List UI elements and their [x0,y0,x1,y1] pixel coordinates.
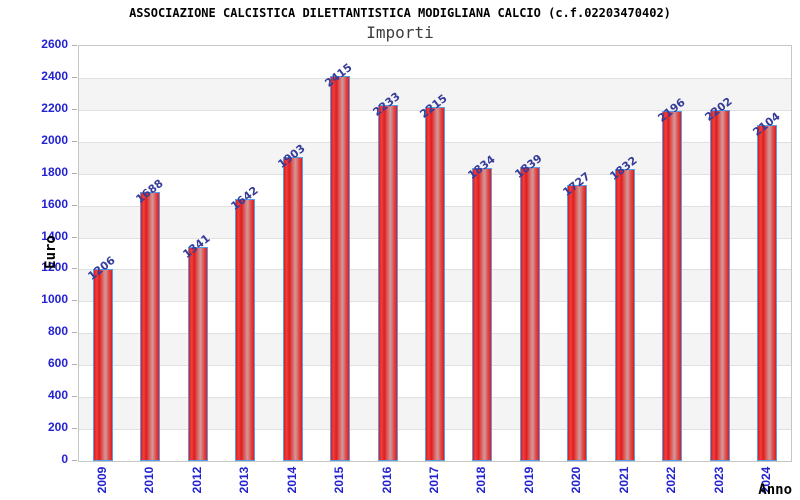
bar-2018 [472,168,493,461]
y-tick-label: 1800 [41,164,68,179]
bar-2019 [519,167,540,461]
bar-2024 [757,125,778,461]
x-tick-label: 2020 [569,466,584,494]
bar-2012 [187,246,208,461]
bar-2013 [235,198,256,461]
x-tick-label: 2018 [474,466,489,494]
y-tick-mark [72,396,77,398]
x-tick-label: 2014 [284,466,299,494]
y-tick-label: 1000 [41,292,68,307]
y-tick-label: 1200 [41,260,68,275]
x-tick-label: 2017 [427,466,441,494]
x-tick-label: 2012 [189,466,204,494]
bar-2021 [614,168,635,461]
bar-2014 [282,157,303,461]
y-tick-label: 1600 [41,196,68,211]
x-tick-label: 2016 [379,466,394,494]
gridline [79,77,791,79]
y-tick-mark [72,172,77,174]
x-tick-label: 2013 [237,466,252,494]
y-tick-mark [72,268,77,270]
y-tick-label: 2400 [41,68,68,83]
plot-band [79,46,791,78]
y-tick-mark [72,300,77,302]
y-tick-label: 200 [47,420,68,435]
y-tick-label: 1400 [41,228,68,243]
plot-band [79,77,791,110]
bar-2023 [709,109,730,461]
x-tick-label: 2015 [332,466,347,494]
y-tick-label: 0 [61,452,68,466]
x-tick-label: 2010 [142,466,157,494]
bar-2017 [425,107,445,461]
y-tick-label: 2000 [41,132,68,147]
x-axis-title: Anno [758,482,792,498]
y-tick-mark [72,236,77,238]
x-tick-label: 2019 [521,466,536,494]
y-tick-mark [72,364,77,366]
y-tick-mark [72,108,77,110]
y-tick-mark [72,460,77,461]
bar-2016 [377,104,398,461]
y-tick-label: 800 [47,324,68,339]
y-tick-mark [72,45,77,46]
y-tick-mark [72,204,77,206]
y-tick-mark [72,140,77,142]
bar-2015 [330,75,351,461]
bar-2022 [662,110,683,461]
y-axis-title: Euro [43,235,59,269]
x-tick-label: 2009 [94,466,109,494]
y-tick-label: 2200 [41,100,68,115]
y-tick-mark [72,76,77,78]
plot-area: 1206 1688 1341 1642 1903 2415 2233 2215 1834 1839… [78,45,792,462]
y-tick-label: 2600 [41,37,68,51]
y-tick-label: 400 [47,388,68,403]
x-tick-label: 2022 [664,466,679,494]
bar-2009 [92,268,113,461]
chart-title: ASSOCIAZIONE CALCISTICA DILETTANTISTICA … [129,6,671,20]
y-tick-mark [72,332,77,334]
x-tick-label: 2023 [711,466,726,494]
bar-2020 [567,185,588,461]
y-tick-mark [72,428,77,430]
y-tick-label: 600 [47,356,68,371]
bar-2010 [140,191,161,461]
chart-subtitle: Importi [366,23,434,42]
x-tick-label: 2021 [616,466,631,494]
